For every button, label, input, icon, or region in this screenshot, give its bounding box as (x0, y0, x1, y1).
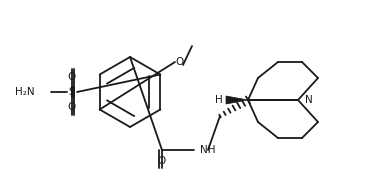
Text: O: O (158, 156, 166, 166)
Text: O: O (68, 102, 76, 112)
Text: NH: NH (200, 145, 216, 155)
Text: H₂N: H₂N (15, 87, 35, 97)
Text: S: S (69, 87, 75, 97)
Text: O: O (68, 72, 76, 82)
Text: O: O (175, 57, 183, 67)
Text: N: N (305, 95, 313, 105)
Text: H: H (215, 95, 223, 105)
Polygon shape (226, 96, 248, 104)
